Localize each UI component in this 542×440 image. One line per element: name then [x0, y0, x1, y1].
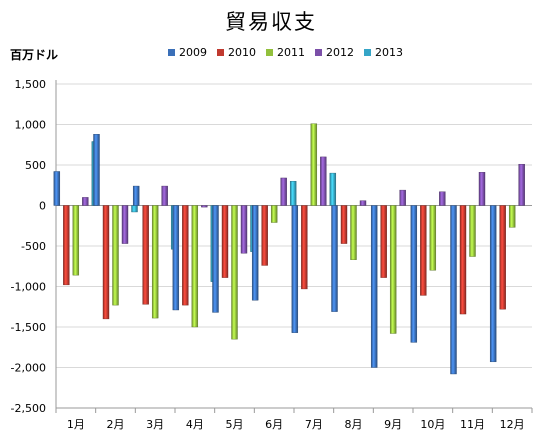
legend-item-2013: 2013 [364, 46, 403, 59]
y-tick-label: 1,000 [15, 119, 47, 132]
y-tick-label: 500 [25, 159, 46, 172]
legend-label: 2011 [277, 46, 305, 59]
x-tick-label: 1月 [67, 418, 85, 431]
bar-2010-1月 [63, 205, 70, 286]
bar-2011-11月 [469, 205, 476, 257]
bar-2010-12月 [499, 205, 506, 310]
bar-2012-2月 [121, 205, 129, 244]
x-tick-label: 3月 [146, 418, 164, 431]
bar-2011-9月 [389, 205, 397, 334]
bar-2010-5月 [221, 205, 229, 278]
x-tick-label: 2月 [107, 418, 125, 431]
bar-2012-4月 [201, 205, 208, 208]
bar-2009-7月 [291, 205, 299, 333]
bar-2009-2月 [93, 134, 100, 206]
legend-item-2010: 2010 [217, 46, 256, 59]
bar-2009-1月 [53, 171, 61, 206]
legend-swatch [364, 49, 371, 56]
bar-2011-5月 [231, 205, 238, 340]
bar-2011-6月 [270, 205, 278, 223]
bar-2009-12月 [489, 205, 497, 363]
x-tick-label: 5月 [226, 418, 244, 431]
bar-2011-1月 [72, 205, 80, 276]
y-tick-label: -2,000 [11, 362, 46, 375]
y-tick-label: -500 [21, 240, 46, 253]
y-tick-label: 0 [39, 200, 46, 213]
bar-2011-10月 [429, 205, 437, 271]
x-tick-label: 8月 [345, 418, 363, 431]
bar-2010-8月 [340, 205, 348, 244]
bar-2010-10月 [420, 205, 427, 296]
bar-2009-3月 [132, 185, 140, 206]
bar-2012-10月 [439, 191, 446, 206]
bar-2011-4月 [191, 205, 199, 328]
y-tick-label: -2,500 [11, 402, 46, 415]
bar-2013-7月 [329, 172, 337, 206]
legend-swatch [217, 49, 224, 56]
bar-2009-5月 [212, 205, 219, 313]
legend-label: 2010 [228, 46, 256, 59]
bar-2009-11月 [450, 205, 457, 375]
bar-2012-8月 [359, 200, 367, 206]
bar-2012-6月 [280, 177, 287, 206]
legend-item-2012: 2012 [315, 46, 354, 59]
x-tick-label: 7月 [305, 418, 323, 431]
bar-2011-8月 [350, 205, 357, 260]
legend-swatch [168, 49, 175, 56]
bar-2011-2月 [112, 205, 119, 306]
y-axis-unit-label: 百万ドル [10, 48, 59, 62]
bar-2013-6月 [289, 180, 297, 206]
legend-swatch [315, 49, 322, 56]
legend-swatch [266, 49, 273, 56]
bar-2009-10月 [410, 205, 418, 343]
bar-2010-4月 [182, 205, 189, 306]
legend-label: 2009 [179, 46, 207, 59]
x-tick-label: 6月 [265, 418, 283, 431]
bar-2013-2月 [131, 205, 138, 213]
bar-2009-9月 [370, 205, 378, 368]
bar-2009-6月 [251, 205, 259, 301]
bar-2010-6月 [261, 205, 268, 266]
bar-2012-5月 [240, 205, 248, 254]
bar-2010-9月 [380, 205, 387, 278]
bar-2012-9月 [399, 189, 406, 206]
bar-2012-3月 [161, 185, 168, 206]
legend-label: 2013 [375, 46, 403, 59]
bar-2009-4月 [172, 205, 180, 311]
chart-legend: 2009 2010 2011 2012 2013 [168, 46, 403, 59]
bar-2010-3月 [142, 205, 149, 305]
legend-label: 2012 [326, 46, 354, 59]
bar-2010-2月 [102, 205, 110, 320]
y-tick-label: 1,500 [15, 78, 47, 91]
bar-2012-12月 [518, 163, 525, 206]
y-tick-label: -1,500 [11, 321, 46, 334]
bar-2010-11月 [459, 205, 467, 315]
bar-2010-7月 [301, 205, 308, 290]
legend-item-2011: 2011 [266, 46, 305, 59]
y-tick-label: -1,000 [11, 281, 46, 294]
chart-title: 貿易収支 [225, 10, 317, 34]
x-tick-label: 12月 [500, 418, 525, 431]
bar-2011-7月 [310, 123, 318, 206]
bar-2012-1月 [82, 197, 89, 206]
x-tick-label: 11月 [460, 418, 485, 431]
bar-2011-3月 [151, 205, 159, 319]
bar-2012-11月 [478, 172, 486, 206]
x-tick-label: 10月 [420, 418, 445, 431]
bar-2012-7月 [320, 156, 327, 206]
legend-item-2009: 2009 [168, 46, 207, 59]
x-tick-label: 9月 [384, 418, 402, 431]
bar-2009-8月 [331, 205, 338, 312]
bar-2011-12月 [508, 205, 516, 228]
x-tick-label: 4月 [186, 418, 204, 431]
